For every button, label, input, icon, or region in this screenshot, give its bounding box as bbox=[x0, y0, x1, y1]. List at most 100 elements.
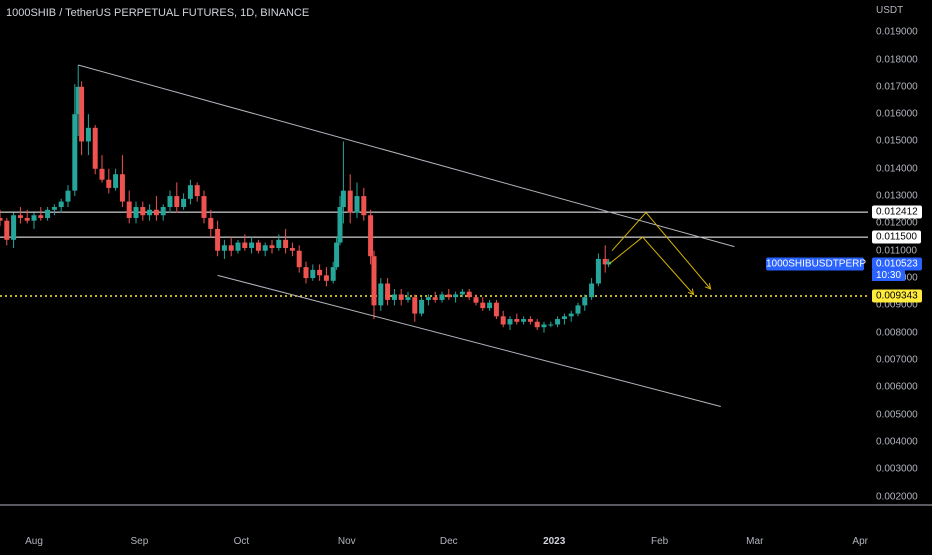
candle-body bbox=[58, 201, 64, 208]
price-unit-label: USDT bbox=[876, 5, 904, 16]
candle-body bbox=[371, 256, 377, 306]
candle-body bbox=[75, 86, 81, 115]
x-tick-label: Aug bbox=[25, 536, 43, 547]
candle-body bbox=[378, 283, 384, 306]
candle-body bbox=[534, 321, 540, 328]
candle-body bbox=[453, 294, 459, 298]
candle-body bbox=[187, 185, 193, 199]
candle-body bbox=[17, 215, 23, 218]
candle-body bbox=[215, 228, 221, 251]
candle-body bbox=[446, 294, 452, 298]
candle-body bbox=[493, 302, 499, 317]
x-tick-label: 2023 bbox=[543, 536, 566, 547]
candle-body bbox=[487, 302, 493, 309]
candle-body bbox=[466, 291, 472, 298]
candle-body bbox=[337, 207, 343, 243]
candle-body bbox=[575, 305, 581, 314]
candle-body bbox=[208, 217, 214, 229]
candle-body bbox=[140, 207, 146, 216]
candle-body bbox=[323, 275, 329, 281]
candle-body bbox=[113, 174, 119, 188]
x-tick-label: Nov bbox=[337, 536, 356, 547]
y-tick-label: 0.009000 bbox=[876, 299, 918, 311]
x-tick-label: Sep bbox=[130, 536, 149, 547]
candle-body bbox=[548, 324, 554, 326]
lower-channel-line bbox=[217, 274, 721, 407]
candle-body bbox=[391, 294, 397, 300]
y-tick-label: 0.007000 bbox=[876, 354, 918, 366]
x-tick-label: Apr bbox=[852, 536, 868, 547]
candle-body bbox=[289, 248, 295, 251]
candle-body bbox=[368, 215, 374, 257]
upper-channel-line bbox=[78, 64, 735, 248]
candle-body bbox=[221, 245, 227, 251]
candle-body bbox=[106, 179, 112, 188]
y-tick-label: 0.017000 bbox=[876, 81, 918, 93]
candle-body bbox=[412, 297, 418, 314]
y-tick-label: 0.003000 bbox=[876, 463, 918, 475]
candle-body bbox=[99, 168, 105, 180]
x-tick-label: Oct bbox=[233, 536, 250, 547]
candle-body bbox=[167, 196, 173, 208]
candle-body bbox=[228, 245, 234, 251]
candle-body bbox=[269, 245, 275, 249]
candle-body bbox=[340, 190, 346, 208]
candle-body bbox=[589, 283, 595, 298]
candle-body bbox=[459, 291, 465, 295]
candle-body bbox=[354, 196, 360, 213]
candle-body bbox=[425, 297, 431, 300]
candle-body bbox=[330, 267, 336, 281]
candle-body bbox=[160, 207, 166, 216]
candle-body bbox=[398, 294, 404, 300]
candle-body bbox=[38, 215, 44, 218]
x-tick-label: Mar bbox=[746, 536, 764, 547]
candle-body bbox=[147, 209, 153, 216]
candle-body bbox=[283, 239, 289, 249]
candle-body bbox=[24, 217, 30, 221]
y-tick-label: 0.012000 bbox=[876, 217, 918, 229]
candle-body bbox=[361, 196, 367, 216]
candle-body bbox=[595, 258, 601, 284]
candle-body bbox=[31, 215, 37, 221]
candle-body bbox=[303, 267, 309, 279]
candle-body bbox=[582, 297, 588, 306]
y-tick-label: 0.006000 bbox=[876, 381, 918, 393]
candle-body bbox=[126, 201, 132, 218]
candle-body bbox=[181, 198, 187, 208]
symbol-legend: 1000SHIB / TetherUS PERPETUAL FUTURES, 1… bbox=[6, 7, 310, 19]
candle-body bbox=[72, 114, 78, 191]
y-tick-label: 0.008000 bbox=[876, 327, 918, 339]
candle-body bbox=[249, 242, 255, 249]
candle-body bbox=[419, 299, 425, 314]
arrow-head bbox=[704, 283, 712, 290]
projection-b-path bbox=[608, 236, 694, 295]
candle-body bbox=[4, 220, 10, 240]
y-tick-label: 0.011000 bbox=[876, 245, 917, 257]
candle-body bbox=[153, 209, 159, 216]
candle-body bbox=[79, 86, 85, 142]
candle-body bbox=[133, 207, 139, 218]
candle-body bbox=[432, 297, 438, 300]
candle-body bbox=[119, 174, 125, 202]
candle-body bbox=[514, 319, 520, 322]
y-tick-label: 0.015000 bbox=[876, 135, 918, 147]
candle-body bbox=[439, 294, 445, 300]
candle-body bbox=[242, 242, 248, 249]
candle-body bbox=[0, 217, 3, 221]
candle-body bbox=[276, 239, 282, 249]
candle-body bbox=[65, 190, 71, 202]
candle-body bbox=[606, 261, 612, 265]
candle-body bbox=[561, 316, 567, 320]
symbol-tag: 1000SHIBUSDTPERP bbox=[766, 257, 867, 271]
candle-body bbox=[507, 319, 513, 325]
y-tick-label: 0.014000 bbox=[876, 163, 918, 175]
candle-body bbox=[174, 196, 180, 208]
candle-body bbox=[51, 207, 57, 210]
candle-body bbox=[262, 245, 268, 251]
resistance-price-tag: 0.012412 bbox=[872, 205, 922, 219]
x-tick-label: Feb bbox=[650, 536, 669, 547]
candle-body bbox=[500, 316, 506, 325]
candle-body bbox=[92, 127, 98, 169]
